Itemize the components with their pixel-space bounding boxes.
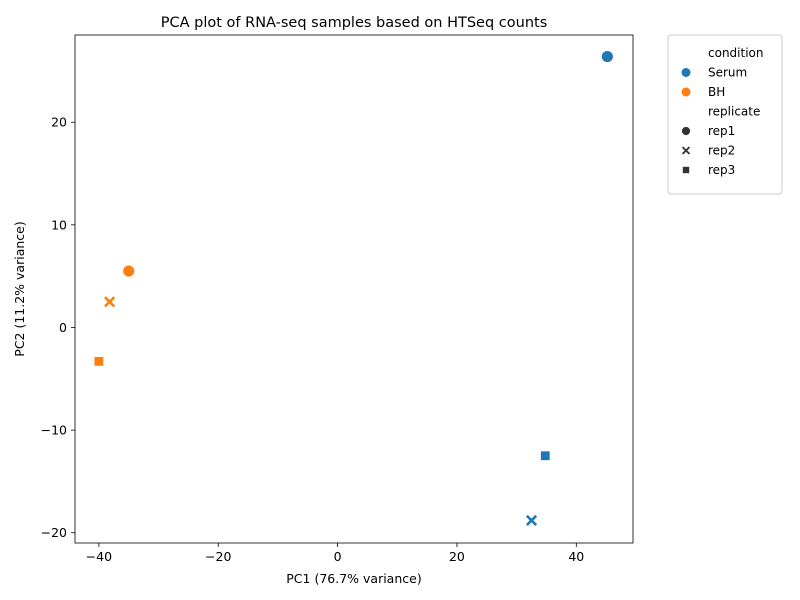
x-tick-label: −20 bbox=[205, 549, 231, 564]
data-points bbox=[93, 50, 614, 527]
point-bh-rep1 bbox=[122, 264, 136, 278]
legend-marker-rep1 bbox=[681, 126, 691, 136]
x-tick-label: −40 bbox=[86, 549, 112, 564]
legend-marker-bh bbox=[681, 87, 691, 97]
x-axis-label: PC1 (76.7% variance) bbox=[286, 571, 421, 586]
y-tick-label: −10 bbox=[41, 423, 67, 438]
point-serum-rep2 bbox=[525, 513, 538, 527]
legend-label-rep1: rep1 bbox=[708, 124, 735, 138]
y-tick-label: 20 bbox=[51, 115, 67, 130]
y-axis-ticks: −20 −10 0 10 20 bbox=[41, 115, 75, 540]
legend-marker-rep3 bbox=[682, 165, 691, 174]
legend-marker-rep2 bbox=[681, 145, 691, 156]
legend: condition Serum BH replicate rep1 rep2 rep3 bbox=[667, 34, 783, 195]
point-bh-rep2 bbox=[103, 295, 117, 309]
chart-title: PCA plot of RNA-seq samples based on HTS… bbox=[161, 15, 548, 31]
y-tick-label: 0 bbox=[59, 320, 67, 335]
legend-frame bbox=[667, 34, 783, 195]
legend-label-serum: Serum bbox=[708, 66, 747, 80]
point-serum-rep1 bbox=[600, 50, 614, 63]
y-tick-label: −20 bbox=[41, 525, 67, 540]
legend-label-rep3: rep3 bbox=[708, 163, 735, 177]
legend-marker-serum bbox=[681, 68, 691, 77]
legend-label-rep2: rep2 bbox=[708, 144, 735, 158]
x-tick-label: 40 bbox=[568, 549, 584, 564]
y-tick-label: 10 bbox=[51, 217, 67, 232]
x-tick-label: 20 bbox=[449, 549, 465, 564]
legend-title-condition: condition bbox=[708, 46, 763, 60]
plot-area bbox=[74, 34, 634, 544]
legend-title-replicate: replicate bbox=[708, 105, 760, 119]
point-serum-rep3 bbox=[540, 450, 551, 461]
x-axis-ticks: −40 −20 0 20 40 bbox=[86, 543, 584, 564]
x-tick-label: 0 bbox=[334, 549, 342, 564]
legend-label-bh: BH bbox=[708, 85, 725, 99]
point-bh-rep3 bbox=[93, 356, 105, 367]
y-axis-label: PC2 (11.2% variance) bbox=[12, 221, 27, 356]
